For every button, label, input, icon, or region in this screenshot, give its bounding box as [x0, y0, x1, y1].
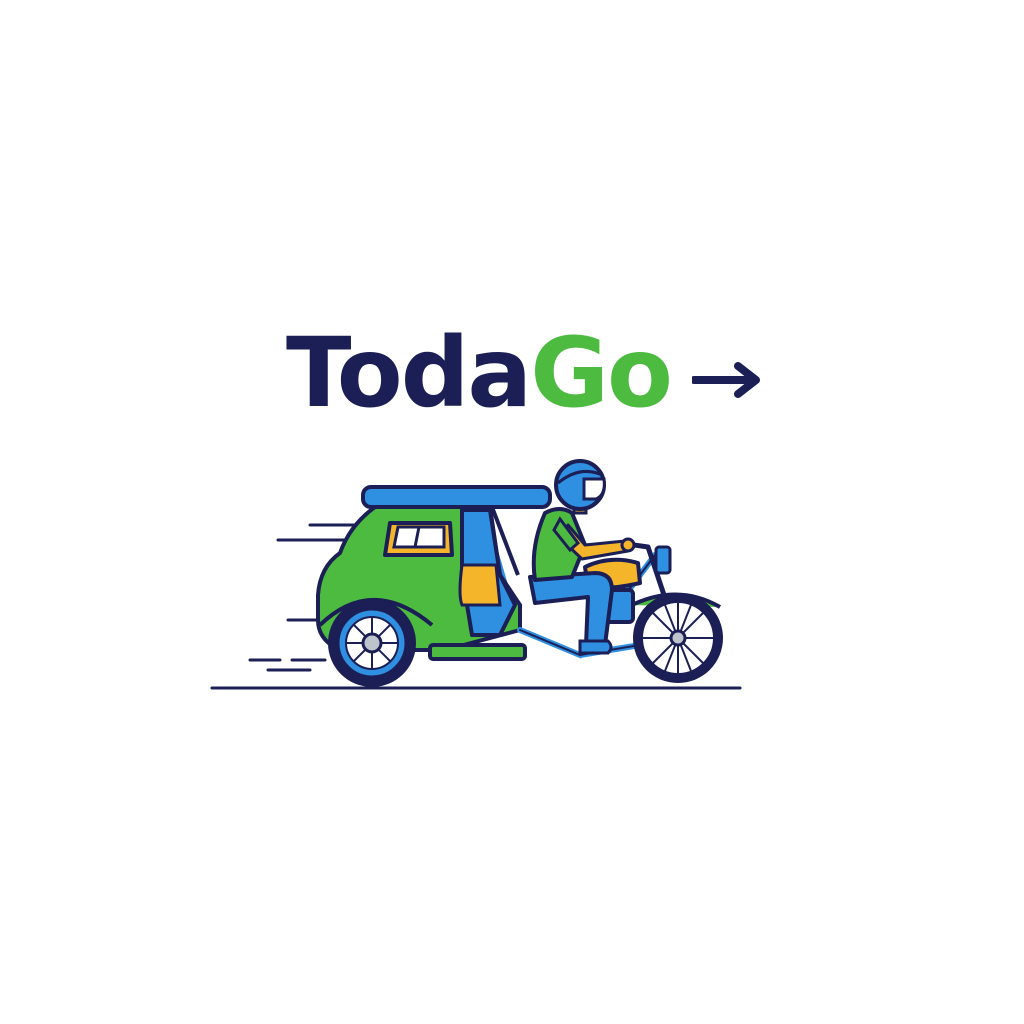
rider [528, 459, 636, 655]
front-wheel [633, 593, 723, 683]
speed-lines [248, 523, 357, 672]
wordmark-toda: Toda [286, 317, 532, 429]
tricycle-with-rider-icon [210, 459, 742, 690]
sidecar-wheel [328, 599, 416, 687]
logo-wordmark: Toda Go [286, 317, 673, 429]
arrow-right-icon [692, 362, 760, 398]
wordmark-go: Go [530, 317, 673, 429]
sidecar-roof [361, 485, 552, 509]
